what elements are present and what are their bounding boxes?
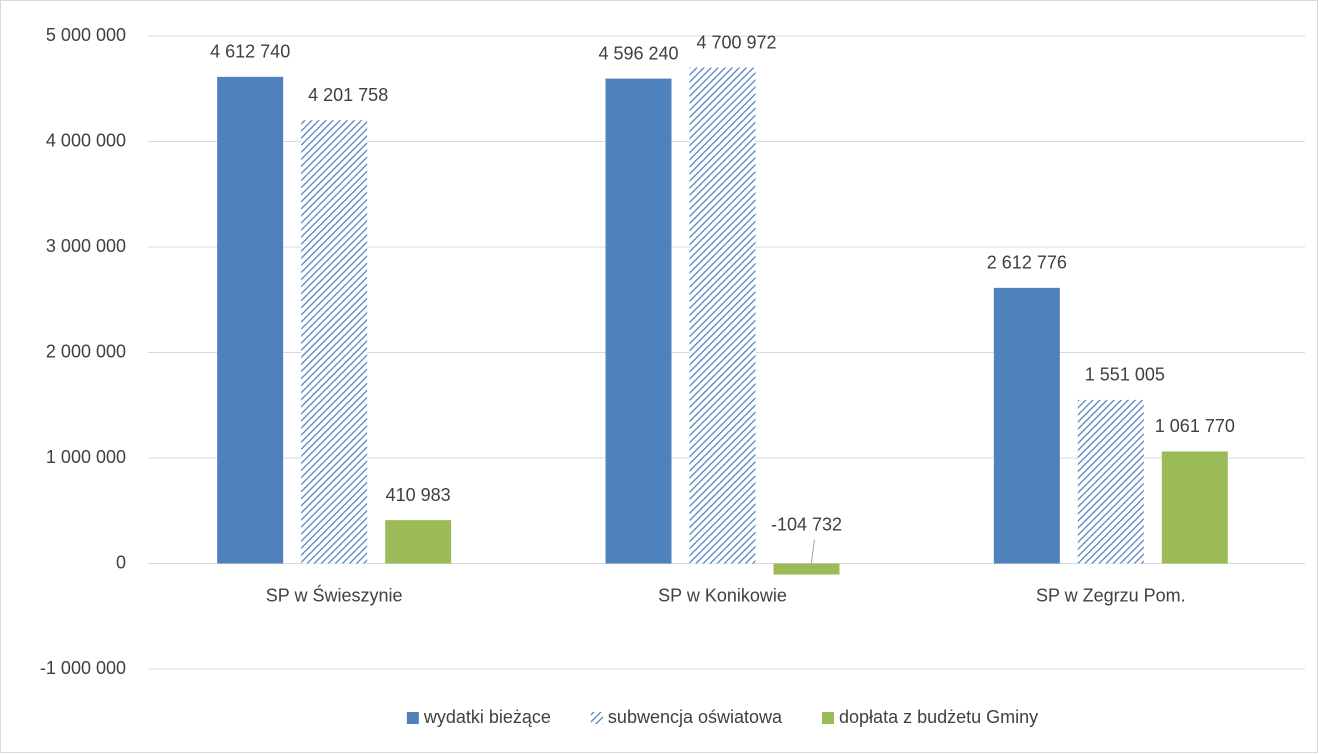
data-label: 4 700 972 xyxy=(696,32,776,52)
bar xyxy=(993,287,1060,564)
data-label: 410 983 xyxy=(386,485,451,505)
x-tick-label: SP w Zegrzu Pom. xyxy=(1036,585,1186,605)
legend-swatch xyxy=(590,712,603,724)
legend-label: wydatki bieżące xyxy=(423,707,551,727)
y-tick-label: 4 000 000 xyxy=(46,130,126,150)
y-tick-label: 5 000 000 xyxy=(46,25,126,45)
legend-label: subwencja oświatowa xyxy=(608,707,783,727)
bar xyxy=(1077,399,1144,564)
bar xyxy=(301,120,368,564)
legend-label: dopłata z budżetu Gminy xyxy=(839,707,1038,727)
data-label: 4 612 740 xyxy=(210,42,290,62)
bar xyxy=(773,563,840,575)
y-tick-label: -1 000 000 xyxy=(40,658,126,678)
bar xyxy=(217,76,284,564)
data-label: 4 201 758 xyxy=(308,85,388,105)
y-tick-label: 3 000 000 xyxy=(46,236,126,256)
leader-line xyxy=(810,539,815,570)
x-tick-label: SP w Konikowie xyxy=(658,585,787,605)
legend-swatch xyxy=(822,712,835,724)
x-tick-label: SP w Świeszynie xyxy=(266,584,403,605)
y-tick-label: 0 xyxy=(116,552,126,572)
data-label: 4 596 240 xyxy=(598,43,678,63)
legend: wydatki bieżące subwencja oświatowa dopłat… xyxy=(406,707,1038,727)
y-tick-label: 2 000 000 xyxy=(46,341,126,361)
bar xyxy=(385,520,452,564)
data-label: 1 061 770 xyxy=(1155,416,1235,436)
data-label: 1 551 005 xyxy=(1085,365,1165,385)
bar xyxy=(1161,451,1228,564)
data-label: -104 732 xyxy=(771,514,842,534)
bar xyxy=(605,78,672,564)
legend-swatch xyxy=(406,712,419,724)
y-tick-label: 1 000 000 xyxy=(46,447,126,467)
data-label: 2 612 776 xyxy=(987,253,1067,273)
bar xyxy=(689,67,756,564)
